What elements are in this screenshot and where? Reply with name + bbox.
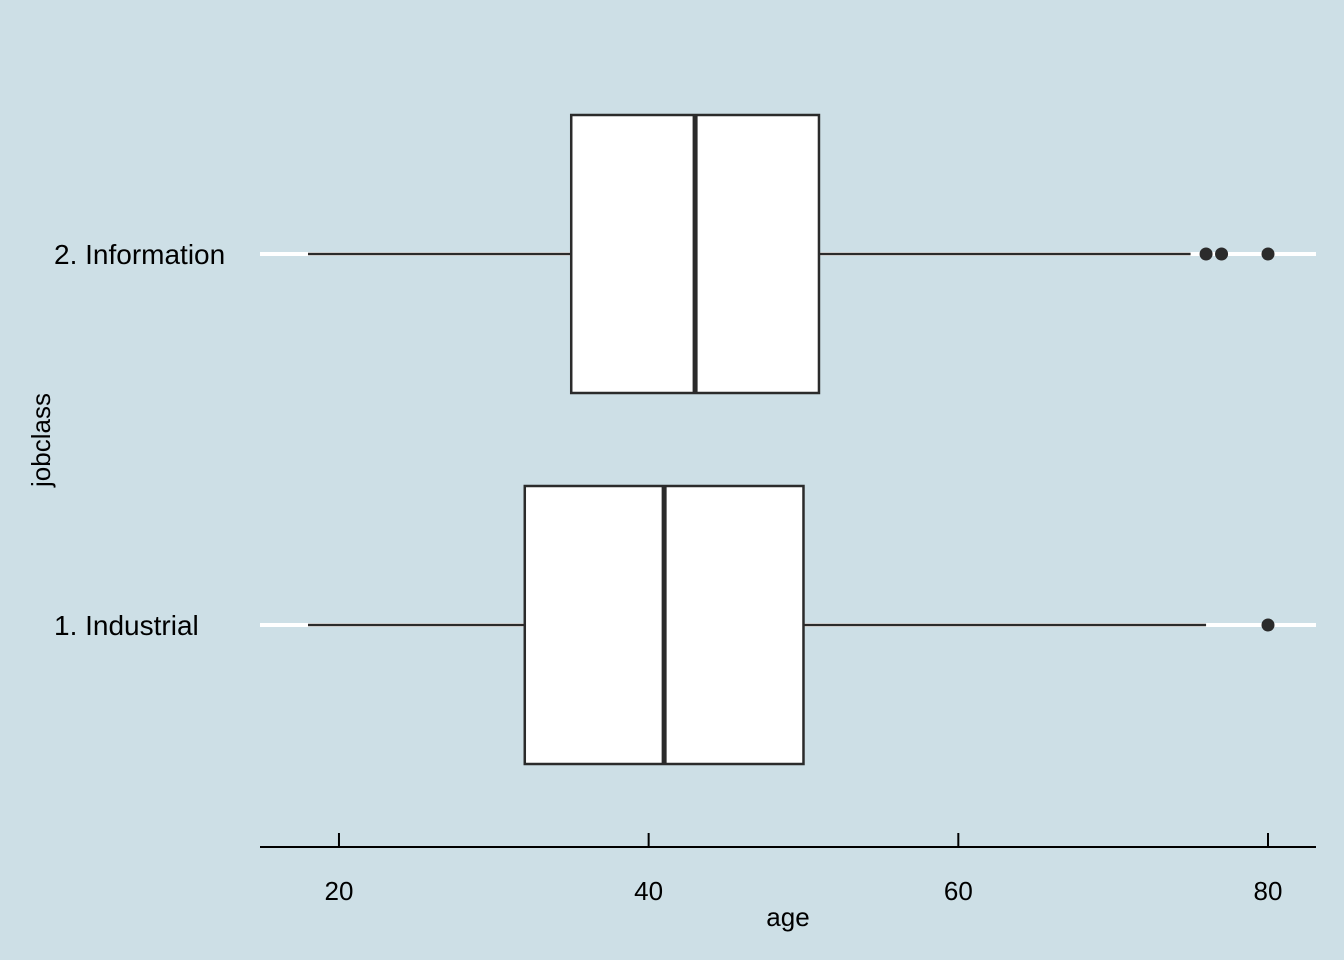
x-axis: 20 40 60 80 xyxy=(260,833,1316,906)
box-1 xyxy=(308,484,1275,766)
x-tick-label-20: 20 xyxy=(325,876,354,906)
x-tick-label-40: 40 xyxy=(634,876,663,906)
y-axis-title: jobclass xyxy=(26,393,56,488)
category-label-1: 1. Industrial xyxy=(54,610,199,641)
category-label-2: 2. Information xyxy=(54,239,225,270)
outlier-point-3 xyxy=(1261,247,1275,261)
boxes xyxy=(308,113,1275,766)
box-2 xyxy=(308,113,1275,395)
outlier-point-1 xyxy=(1261,618,1275,632)
x-tick-label-60: 60 xyxy=(944,876,973,906)
x-axis-title: age xyxy=(766,902,809,932)
y-axis-category-labels: 1. Industrial 2. Information xyxy=(54,239,225,641)
outlier-point-1 xyxy=(1199,247,1213,261)
outlier-point-2 xyxy=(1215,247,1229,261)
x-tick-label-80: 80 xyxy=(1254,876,1283,906)
